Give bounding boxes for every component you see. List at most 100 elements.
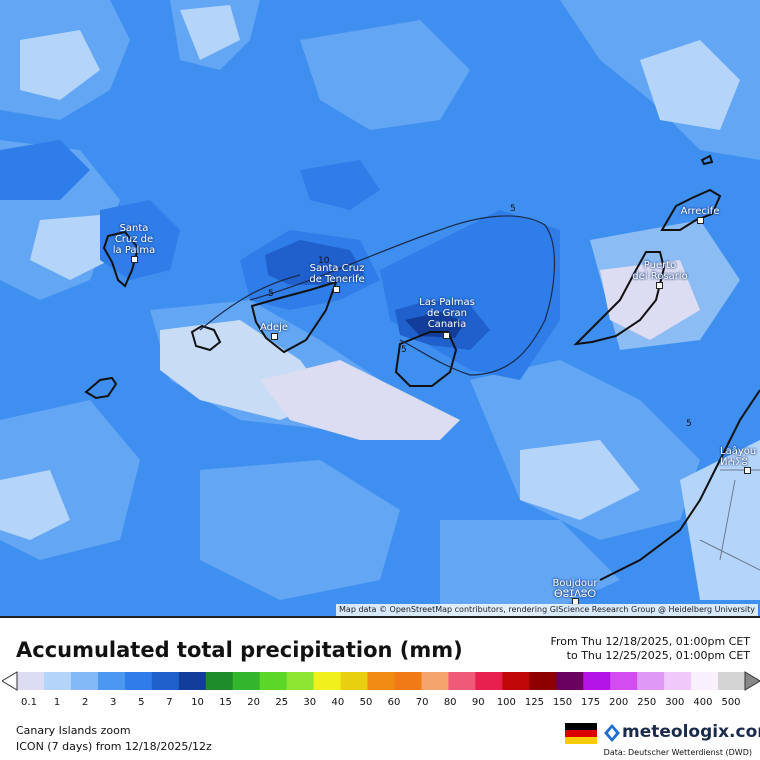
city-marker[interactable]	[271, 333, 278, 340]
scale-cell	[475, 672, 503, 690]
scale-tick-label: 150	[552, 697, 573, 708]
period-from: From Thu 12/18/2025, 01:00pm CET	[550, 635, 750, 648]
city-marker[interactable]	[656, 282, 663, 289]
scale-cell	[124, 672, 153, 690]
city-label-puerto-del-rosario: Puerto del Rosario	[632, 260, 688, 282]
scale-cell	[286, 672, 315, 690]
city-label-laayoune: Laâyou ⵍⵄⵢⵓ	[720, 446, 757, 468]
data-source: Data: Deutscher Wetterdienst (DWD)	[603, 748, 752, 757]
city-label-las-palmas: Las Palmas de Gran Canaria	[419, 297, 475, 330]
contour-label: 5	[401, 345, 407, 355]
fuerteventura-outline	[573, 251, 666, 346]
scale-tick-label: 50	[359, 697, 373, 708]
african-coast	[599, 389, 760, 581]
scale-cell	[43, 672, 72, 690]
scale-cell	[691, 672, 719, 690]
scale-tick-label: 2	[81, 697, 89, 708]
city-marker[interactable]	[697, 217, 704, 224]
city-label-santa-cruz-de-tenerife: Santa Cruz de Tenerife	[309, 263, 365, 285]
legend-title: Accumulated total precipitation (mm)	[16, 638, 463, 662]
scale-cell	[448, 672, 476, 690]
scale-cell	[340, 672, 369, 690]
el-hierro-outline	[84, 376, 118, 400]
scale-cell	[529, 672, 557, 690]
city-marker[interactable]	[333, 286, 340, 293]
meteologix-logo-icon	[604, 724, 620, 742]
scale-cell	[610, 672, 638, 690]
precipitation-map[interactable]: 5 5 5 5 10 Santa Cruz de la Palma Santa …	[0, 0, 760, 616]
flag-stripe	[565, 730, 597, 737]
scale-cell	[97, 672, 126, 690]
scale-arrow-right	[744, 671, 760, 691]
border-line-3	[719, 479, 736, 561]
brand-link[interactable]: meteologix.com	[622, 722, 760, 742]
gran-canaria-outline	[394, 331, 458, 387]
scale-tick-label: 300	[665, 697, 685, 708]
scale-tick-label: 250	[637, 697, 657, 708]
scale-cell	[178, 672, 207, 690]
scale-tick-label: 60	[387, 697, 401, 708]
precipitation-field	[0, 0, 760, 616]
scale-cell	[205, 672, 234, 690]
scale-tick-label: 3	[110, 697, 117, 708]
tenerife-outline	[250, 280, 338, 354]
contour-5-north	[249, 215, 556, 376]
region-label: Canary Islands zoom	[16, 724, 131, 737]
scale-tick-label: 40	[331, 697, 345, 708]
color-scale-bar	[2, 671, 760, 691]
city-label-adeje: Adeje	[259, 322, 289, 333]
scale-cell	[232, 672, 261, 690]
scale-cell	[502, 672, 530, 690]
map-attribution: Map data © OpenStreetMap contributors, r…	[336, 604, 758, 616]
scale-tick-label: 0.1	[21, 697, 37, 708]
city-marker[interactable]	[744, 467, 751, 474]
island-outlines	[84, 154, 760, 581]
contour-5-west	[199, 274, 301, 331]
graciosa-outline	[700, 154, 714, 166]
scale-cell	[17, 672, 45, 690]
scale-cell	[259, 672, 288, 690]
scale-tick-label: 70	[415, 697, 429, 708]
scale-arrow-left	[2, 671, 18, 691]
divider	[0, 616, 760, 618]
contour-label: 10	[318, 256, 330, 266]
city-label-arrecife: Arrecife	[680, 206, 720, 217]
city-label-boujdour: Boujdour ⴱⵓⵊⴷⵓⵔ	[552, 578, 598, 600]
scale-tick-label: 500	[721, 697, 741, 708]
flag-stripe	[565, 737, 597, 744]
city-marker[interactable]	[443, 332, 450, 339]
scale-cell	[556, 672, 584, 690]
scale-tick-label: 80	[443, 697, 457, 708]
scale-cell	[664, 672, 692, 690]
scale-tick-label: 400	[693, 697, 713, 708]
city-marker[interactable]	[131, 256, 138, 263]
scale-tick-label: 1	[53, 697, 61, 708]
scale-cell	[718, 672, 746, 690]
german-flag-icon	[565, 723, 597, 744]
scale-tick-label: 15	[219, 697, 232, 708]
scale-cell	[583, 672, 611, 690]
scale-tick-label: 125	[524, 697, 544, 708]
contour-label: 5	[686, 419, 692, 429]
border-line-2	[699, 539, 760, 571]
scale-cell	[313, 672, 342, 690]
scale-cell	[394, 672, 422, 690]
contour-label: 5	[268, 289, 274, 299]
scale-tick-label: 7	[166, 697, 173, 708]
contour-label: 5	[510, 204, 516, 214]
lanzarote-outline	[660, 188, 722, 231]
model-label: ICON (7 days) from 12/18/2025/12z	[16, 740, 212, 753]
scale-cell	[367, 672, 395, 690]
scale-tick-label: 20	[247, 697, 260, 708]
scale-tick-label: 10	[191, 697, 204, 708]
scale-cell	[421, 672, 449, 690]
scale-tick-label: 90	[471, 697, 485, 708]
scale-tick-label: 5	[138, 697, 145, 708]
city-label-santa-cruz-de-la-palma: Santa Cruz de la Palma	[112, 223, 156, 256]
scale-cell	[637, 672, 665, 690]
la-gomera-outline	[190, 324, 222, 352]
scale-tick-label: 200	[609, 697, 629, 708]
scale-cell	[70, 672, 99, 690]
la-palma-outline	[102, 230, 140, 288]
scale-tick-label: 30	[303, 697, 317, 708]
